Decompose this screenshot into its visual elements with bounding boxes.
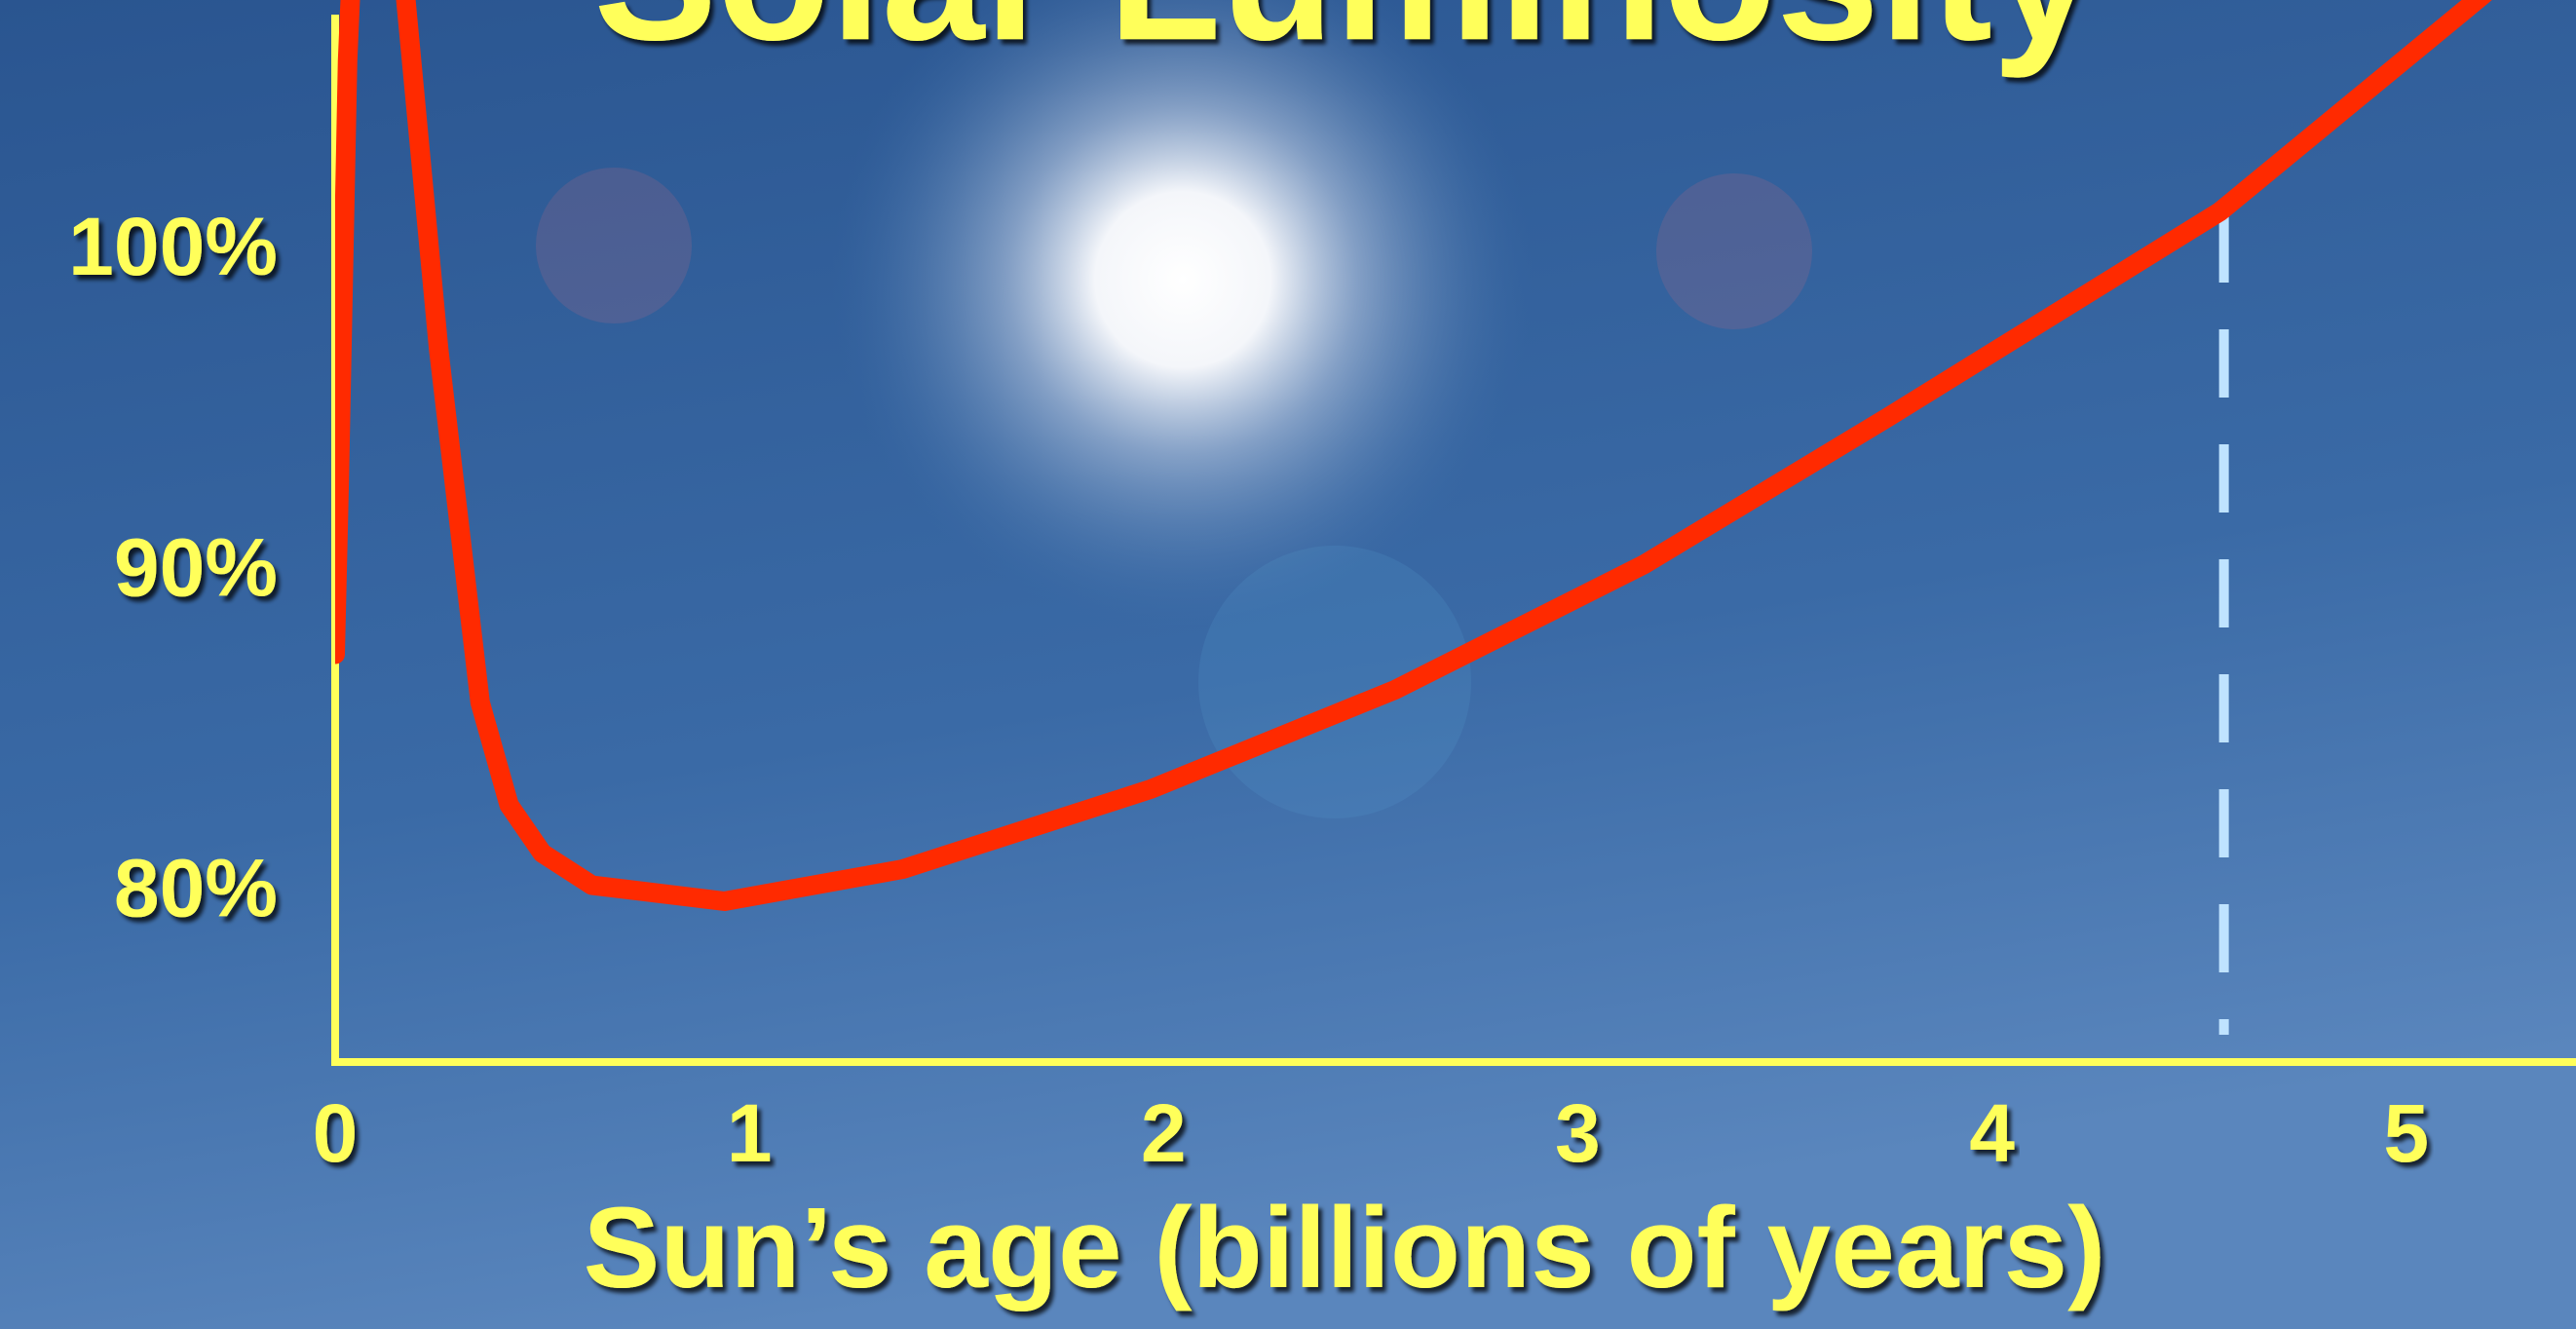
chart-title: Solar Luminosity <box>593 0 2095 79</box>
y-tick-label: 90% <box>114 521 278 613</box>
x-tick-label: 4 <box>1969 1087 2015 1179</box>
x-tick-label: 3 <box>1555 1087 1601 1179</box>
x-tick-label: 2 <box>1141 1087 1187 1179</box>
x-tick-label: 1 <box>727 1087 773 1179</box>
line-series <box>335 0 2492 911</box>
y-tick-label: 80% <box>114 843 278 934</box>
sun <box>832 0 1534 630</box>
x-tick-label: 0 <box>313 1087 359 1179</box>
lens-flare <box>536 168 692 323</box>
lens-flare <box>1656 173 1812 329</box>
x-tick-label: 5 <box>2383 1087 2429 1179</box>
y-tick-label: 100% <box>68 201 278 292</box>
x-axis-label: Sun’s age (billions of years) <box>584 1184 2106 1312</box>
